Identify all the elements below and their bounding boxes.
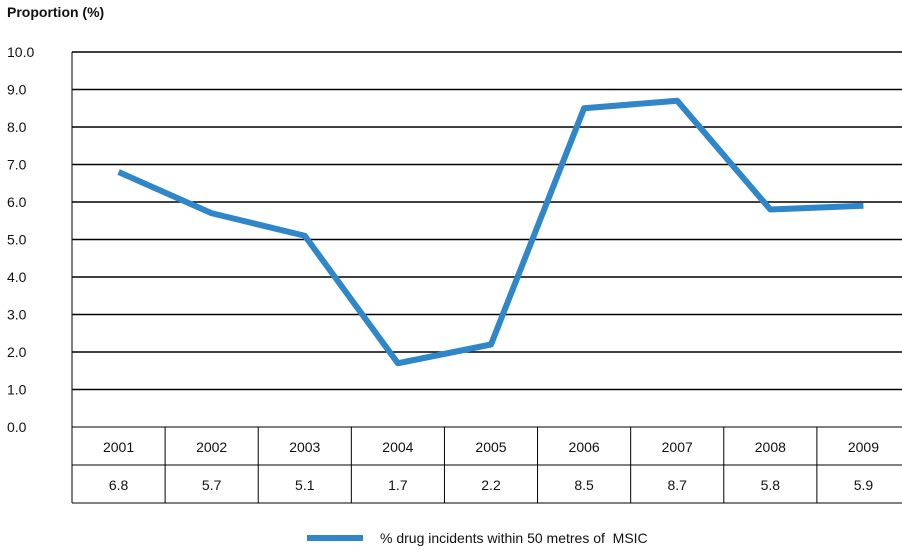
x-category-label: 2005: [475, 439, 506, 455]
x-category-label: 2002: [196, 439, 227, 455]
x-category-label: 2008: [755, 439, 786, 455]
y-tick-label: 2.0: [7, 344, 27, 360]
series-line: [117, 97, 864, 367]
data-table-value: 8.7: [667, 477, 687, 493]
y-tick-label: 3.0: [7, 307, 27, 323]
y-tick-label: 4.0: [7, 269, 27, 285]
x-category-label: 2001: [103, 439, 134, 455]
y-tick-label: 0.0: [7, 419, 27, 435]
data-table-value: 5.1: [295, 477, 315, 493]
x-category-label: 2004: [382, 439, 413, 455]
x-category-label: 2003: [289, 439, 320, 455]
y-tick-label: 9.0: [7, 82, 27, 98]
data-table-value: 8.5: [574, 477, 594, 493]
data-table-value: 6.8: [109, 477, 129, 493]
data-table-value: 5.7: [202, 477, 222, 493]
data-table-value: 5.9: [854, 477, 874, 493]
data-table-value: 2.2: [481, 477, 501, 493]
y-tick-label: 5.0: [7, 232, 27, 248]
x-category-label: 2007: [662, 439, 693, 455]
y-tick-label: 1.0: [7, 382, 27, 398]
y-axis-title: Proportion (%): [7, 4, 105, 20]
data-table-value: 1.7: [388, 477, 408, 493]
data-table-value: 5.8: [761, 477, 781, 493]
y-tick-label: 10.0: [7, 44, 34, 60]
x-category-label: 2009: [848, 439, 879, 455]
y-tick-label: 8.0: [7, 119, 27, 135]
y-tick-label: 7.0: [7, 157, 27, 173]
x-category-label: 2006: [569, 439, 600, 455]
y-tick-label: 6.0: [7, 194, 27, 210]
legend-label: % drug incidents within 50 metres of MSI…: [380, 530, 648, 546]
